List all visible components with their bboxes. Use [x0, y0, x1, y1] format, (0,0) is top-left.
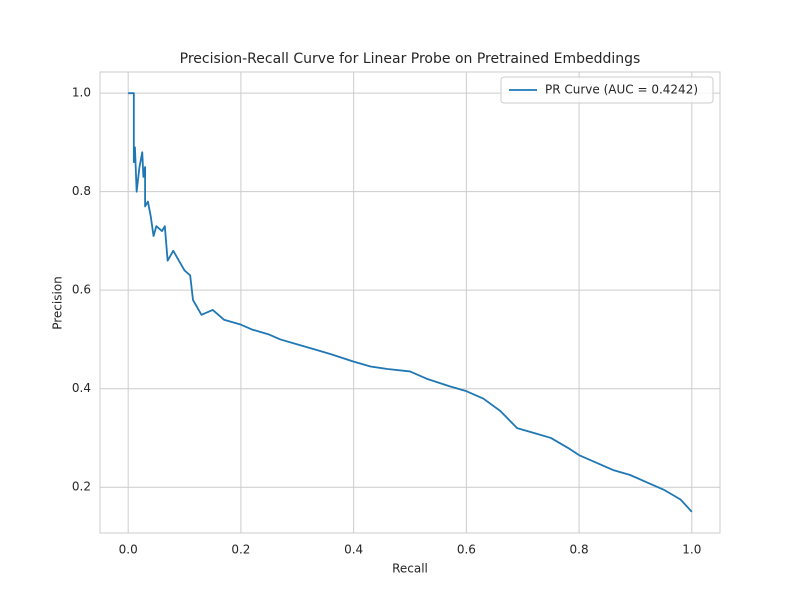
y-tick-label: 0.8 [72, 184, 91, 198]
chart-title: Precision-Recall Curve for Linear Probe … [180, 51, 641, 67]
x-tick-label: 0.8 [570, 543, 589, 557]
y-axis-label: Precision [51, 276, 65, 330]
plot-frame [99, 71, 721, 534]
y-tick-label: 0.6 [72, 283, 91, 297]
x-tick-label: 0.6 [457, 543, 476, 557]
y-tick-label: 0.2 [72, 480, 91, 494]
x-tick-label: 0.4 [344, 543, 363, 557]
legend-label: PR Curve (AUC = 0.4242) [545, 83, 698, 97]
pr-curve [128, 92, 693, 513]
x-axis-label: Recall [392, 562, 428, 576]
y-tick-label: 0.4 [72, 381, 91, 395]
legend-box [500, 76, 714, 104]
x-tick-label: 1.0 [682, 543, 701, 557]
y-tick-label: 1.0 [72, 86, 91, 100]
x-tick-label: 0.0 [119, 543, 138, 557]
x-tick-label: 0.2 [231, 543, 250, 557]
